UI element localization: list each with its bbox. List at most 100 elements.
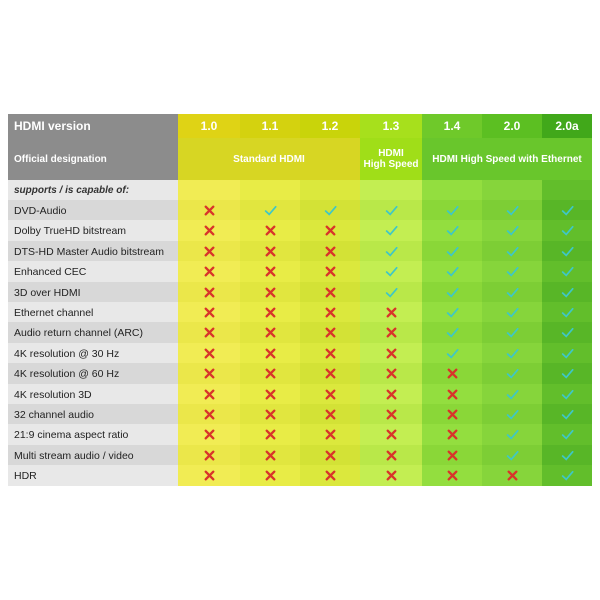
supported-cell: [422, 261, 482, 282]
supported-cell: [360, 261, 422, 282]
cross-icon: [204, 266, 214, 277]
cross-icon: [325, 429, 335, 440]
feature-label: 3D over HDMI: [8, 282, 178, 303]
cross-icon: [325, 327, 335, 338]
designation-label: Official designation: [8, 138, 178, 180]
unsupported-cell: [482, 465, 542, 486]
feature-label: 4K resolution @ 60 Hz: [8, 363, 178, 384]
check-icon: [385, 246, 398, 257]
unsupported-cell: [360, 322, 422, 343]
hdmi-version-table: HDMI version 1.0 1.1 1.2 1.3 1.4 2.0 2.0a Offici…: [8, 114, 592, 486]
unsupported-cell: [422, 363, 482, 384]
cross-icon: [265, 348, 275, 359]
feature-row: DVD-Audio: [8, 200, 592, 221]
supported-cell: [542, 200, 592, 221]
supports-cell: [542, 180, 592, 200]
version-1-2: 1.2: [300, 114, 360, 138]
unsupported-cell: [178, 241, 240, 262]
cross-icon: [386, 450, 396, 461]
cross-icon: [325, 470, 335, 481]
check-icon: [561, 307, 574, 318]
unsupported-cell: [300, 343, 360, 364]
unsupported-cell: [178, 445, 240, 466]
supported-cell: [542, 363, 592, 384]
supports-cell: [360, 180, 422, 200]
check-icon: [446, 327, 459, 338]
check-icon: [506, 429, 519, 440]
unsupported-cell: [178, 261, 240, 282]
cross-icon: [204, 470, 214, 481]
supported-cell: [482, 261, 542, 282]
unsupported-cell: [240, 241, 300, 262]
cross-icon: [204, 225, 214, 236]
unsupported-cell: [422, 424, 482, 445]
feature-label: 4K resolution @ 30 Hz: [8, 343, 178, 364]
cross-icon: [386, 429, 396, 440]
unsupported-cell: [178, 343, 240, 364]
unsupported-cell: [178, 302, 240, 323]
cross-icon: [386, 327, 396, 338]
feature-label: 32 channel audio: [8, 404, 178, 425]
check-icon: [561, 348, 574, 359]
cross-icon: [265, 450, 275, 461]
supports-cell: [422, 180, 482, 200]
cross-icon: [204, 327, 214, 338]
unsupported-cell: [360, 363, 422, 384]
version-2-0a: 2.0a: [542, 114, 592, 138]
check-icon: [561, 368, 574, 379]
unsupported-cell: [240, 465, 300, 486]
unsupported-cell: [300, 241, 360, 262]
cross-icon: [386, 368, 396, 379]
version-1-0: 1.0: [178, 114, 240, 138]
cross-icon: [265, 470, 275, 481]
supported-cell: [482, 424, 542, 445]
check-icon: [561, 205, 574, 216]
feature-row: 4K resolution @ 30 Hz: [8, 343, 592, 364]
feature-row: Ethernet channel: [8, 302, 592, 323]
supported-cell: [542, 261, 592, 282]
cross-icon: [204, 348, 214, 359]
feature-label: Dolby TrueHD bitstream: [8, 220, 178, 241]
cross-icon: [265, 429, 275, 440]
designation-group-1: Standard HDMI: [178, 138, 360, 180]
supported-cell: [542, 424, 592, 445]
designation-group-3: HDMI High Speed with Ethernet: [422, 138, 592, 180]
supported-cell: [542, 282, 592, 303]
unsupported-cell: [300, 220, 360, 241]
unsupported-cell: [300, 322, 360, 343]
cross-icon: [447, 470, 457, 481]
check-icon: [506, 246, 519, 257]
check-icon: [446, 266, 459, 277]
supports-cell: [482, 180, 542, 200]
supported-cell: [482, 384, 542, 405]
feature-label: DVD-Audio: [8, 200, 178, 221]
cross-icon: [265, 246, 275, 257]
supported-cell: [542, 343, 592, 364]
cross-icon: [447, 409, 457, 420]
feature-row: 4K resolution @ 60 Hz: [8, 363, 592, 384]
cross-icon: [204, 287, 214, 298]
unsupported-cell: [300, 445, 360, 466]
version-header-label: HDMI version: [8, 114, 178, 138]
unsupported-cell: [422, 465, 482, 486]
cross-icon: [325, 450, 335, 461]
check-icon: [561, 266, 574, 277]
supported-cell: [360, 282, 422, 303]
cross-icon: [204, 450, 214, 461]
feature-label: Multi stream audio / video: [8, 445, 178, 466]
unsupported-cell: [240, 424, 300, 445]
cross-icon: [447, 389, 457, 400]
supported-cell: [360, 241, 422, 262]
unsupported-cell: [360, 404, 422, 425]
unsupported-cell: [300, 465, 360, 486]
supported-cell: [482, 363, 542, 384]
supports-row: supports / is capable of:: [8, 180, 592, 200]
supported-cell: [482, 445, 542, 466]
check-icon: [506, 450, 519, 461]
feature-row: Multi stream audio / video: [8, 445, 592, 466]
cross-icon: [325, 287, 335, 298]
version-header-row: HDMI version 1.0 1.1 1.2 1.3 1.4 2.0 2.0a: [8, 114, 592, 138]
supported-cell: [422, 343, 482, 364]
supported-cell: [482, 302, 542, 323]
unsupported-cell: [360, 302, 422, 323]
